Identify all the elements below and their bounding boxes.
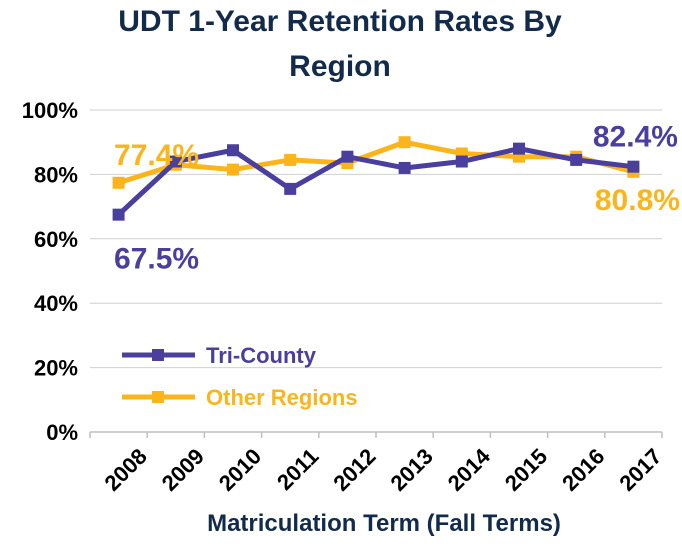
legend-item-tri-county: Tri-County [122,343,317,368]
legend-item-other-regions: Other Regions [122,385,358,410]
data-point-tri-county [169,155,182,168]
y-tick-label: 0% [46,420,78,445]
data-label: 82.4% [593,121,678,154]
x-tick-label: 2013 [386,444,438,496]
x-tick-label: 2009 [157,444,209,496]
data-label: 77.4% [114,139,199,172]
data-point-tri-county [227,144,239,157]
legend-label-tri-county: Tri-County [206,343,317,368]
x-axis: 2008 2009 2010 2011 2012 2013 2014 2015 2016 2017 [89,431,667,496]
y-tick-label: 20% [34,356,78,381]
legend-label-other-regions: Other Regions [206,385,358,410]
gridlines [90,109,662,369]
data-point-other-regions [398,136,411,149]
data-point-tri-county [284,182,297,195]
x-tick-label: 2008 [100,444,152,496]
x-tick-label: 2011 [272,444,323,495]
y-tick-label: 80% [34,162,78,187]
x-tick-label: 2012 [328,444,380,496]
x-tick-label: 2015 [500,444,552,496]
x-tick-label: 2016 [557,444,609,496]
x-tick-label: 2017 [614,444,666,496]
data-point-tri-county [513,142,525,155]
series-layer [112,136,640,221]
y-axis: 0% 20% 40% 60% 80% 100% [22,98,78,445]
data-point-tri-county [455,155,468,168]
y-tick-label: 60% [34,227,78,252]
data-point-tri-county [341,150,354,163]
series-tri-county [112,142,640,221]
data-point-tri-county [570,153,583,166]
data-label: 67.5% [114,243,199,276]
data-label: 80.8% [595,184,680,217]
x-tick-label: 2010 [214,444,266,496]
data-point-tri-county [112,208,125,221]
chart-title-line-1: UDT 1-Year Retention Rates By [118,5,562,38]
y-tick-label: 100% [22,98,78,123]
data-point-other-regions [284,153,297,166]
data-labels: 77.4% 67.5% 82.4% 80.8% [114,121,680,276]
chart-title-line-2: Region [289,50,391,83]
y-tick-label: 40% [34,291,78,316]
x-tick-label: 2014 [443,443,496,496]
data-point-other-regions [112,176,125,189]
legend: Tri-County Other Regions [122,343,358,410]
data-point-other-regions [227,163,239,176]
legend-marker-tri-county [152,349,164,361]
x-axis-title: Matriculation Term (Fall Terms) [207,510,561,537]
data-point-tri-county [398,161,411,174]
series-line-tri-county [116,146,634,217]
data-point-tri-county [627,160,640,173]
legend-marker-other-regions [152,391,164,403]
